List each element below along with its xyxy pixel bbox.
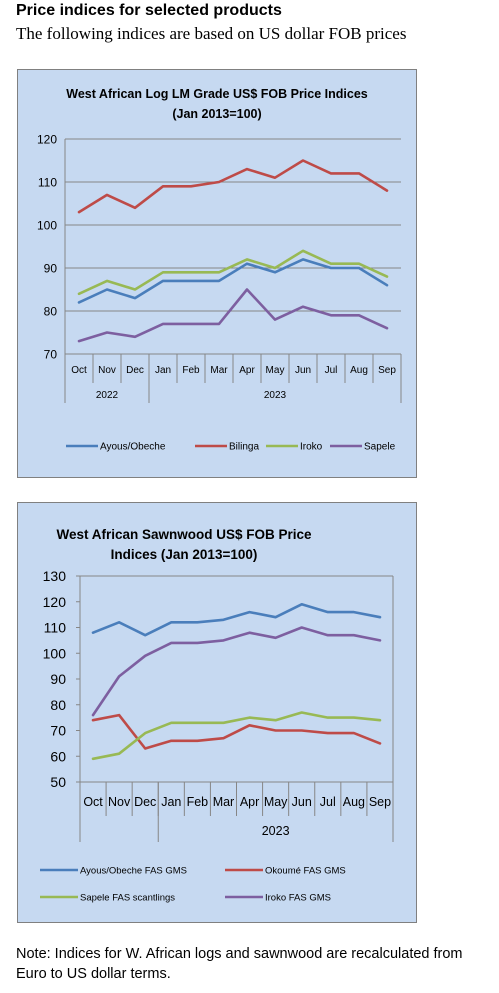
y-tick-label: 110 <box>38 175 57 189</box>
chart-title-line: West African Sawnwood US$ FOB Price <box>56 527 312 542</box>
x-tick-label: Jun <box>295 365 311 376</box>
legend-label: Bilinga <box>229 442 259 453</box>
legend-label: Okoumé FAS GMS <box>265 865 346 876</box>
year-group-label: 2023 <box>262 824 290 838</box>
y-tick-label: 80 <box>50 697 66 713</box>
y-tick-label: 130 <box>43 568 67 584</box>
series-line-iroko <box>77 249 389 296</box>
x-tick-label: Oct <box>83 795 103 809</box>
legend-label: Ayous/Obeche <box>100 442 166 453</box>
x-tick-label: Nov <box>108 795 131 809</box>
x-tick-label: Apr <box>240 795 259 809</box>
x-tick-label: Feb <box>182 365 200 376</box>
y-tick-label: 90 <box>50 671 66 687</box>
series-line-sapele <box>77 288 389 343</box>
x-tick-label: Oct <box>71 365 87 376</box>
page-subtitle: The following indices are based on US do… <box>16 24 407 43</box>
series-line-okoum-fas-gms <box>91 713 382 750</box>
x-tick-label: Nov <box>98 365 116 376</box>
footnote: Note: Indices for W. African logs and sa… <box>16 946 463 982</box>
x-tick-label: Aug <box>350 365 368 376</box>
series-line-iroko-fas-gms <box>91 626 382 717</box>
x-tick-label: Jul <box>325 365 338 376</box>
x-tick-label: Dec <box>126 365 144 376</box>
chart-title-line: West African Log LM Grade US$ FOB Price … <box>66 87 368 101</box>
y-tick-label: 90 <box>44 261 58 275</box>
x-tick-label: Sep <box>378 365 396 376</box>
x-tick-label: Feb <box>187 795 209 809</box>
x-tick-label: Jul <box>320 795 336 809</box>
x-tick-label: Jan <box>155 365 171 376</box>
legend-label: Sapele <box>364 442 396 453</box>
x-tick-label: Jun <box>292 795 312 809</box>
y-tick-label: 70 <box>44 347 58 361</box>
y-tick-label: 120 <box>43 594 67 610</box>
chart-title-line: (Jan 2013=100) <box>172 107 261 121</box>
series-line-ayous-obeche <box>77 258 389 304</box>
legend-label: Iroko <box>300 442 323 453</box>
series-line-ayous-obeche-fas-gms <box>91 603 382 637</box>
sawnwood-price-index-chart-svg: West African Sawnwood US$ FOB Price Indic… <box>40 527 394 903</box>
y-tick-label: 60 <box>50 748 66 764</box>
x-tick-label: Mar <box>213 795 235 809</box>
legend-label: Sapele FAS scantlings <box>80 892 175 903</box>
x-tick-label: Jan <box>161 795 181 809</box>
chart-title-line: Indices (Jan 2013=100) <box>111 547 258 562</box>
x-tick-label: May <box>264 795 288 809</box>
y-tick-label: 80 <box>44 304 58 318</box>
y-tick-label: 70 <box>50 723 66 739</box>
y-tick-label: 50 <box>50 774 66 790</box>
series-line-bilinga <box>77 159 389 214</box>
legend-label: Iroko FAS GMS <box>265 892 331 903</box>
x-tick-label: Dec <box>134 795 156 809</box>
x-tick-label: Sep <box>369 795 391 809</box>
year-group-label: 2022 <box>96 390 119 401</box>
page-title: Price indices for selected products <box>16 2 282 19</box>
plot-area <box>65 139 401 354</box>
plot-area <box>80 576 393 782</box>
sawnwood-price-index-chart: West African Sawnwood US$ FOB Price Indic… <box>17 502 417 923</box>
x-tick-label: Aug <box>343 795 365 809</box>
legend-label: Ayous/Obeche FAS GMS <box>80 865 187 876</box>
x-tick-label: May <box>266 365 285 376</box>
y-tick-label: 120 <box>37 132 57 146</box>
y-tick-label: 110 <box>44 620 67 636</box>
series-line-sapele-fas-scantlings <box>91 711 382 761</box>
log-price-index-chart-svg: West African Log LM Grade US$ FOB Price … <box>37 87 402 453</box>
y-tick-label: 100 <box>43 645 67 661</box>
y-tick-label: 100 <box>37 218 57 232</box>
x-tick-label: Apr <box>239 365 255 376</box>
year-group-label: 2023 <box>264 390 287 401</box>
x-tick-label: Mar <box>210 365 228 376</box>
log-price-index-chart: West African Log LM Grade US$ FOB Price … <box>17 69 417 478</box>
